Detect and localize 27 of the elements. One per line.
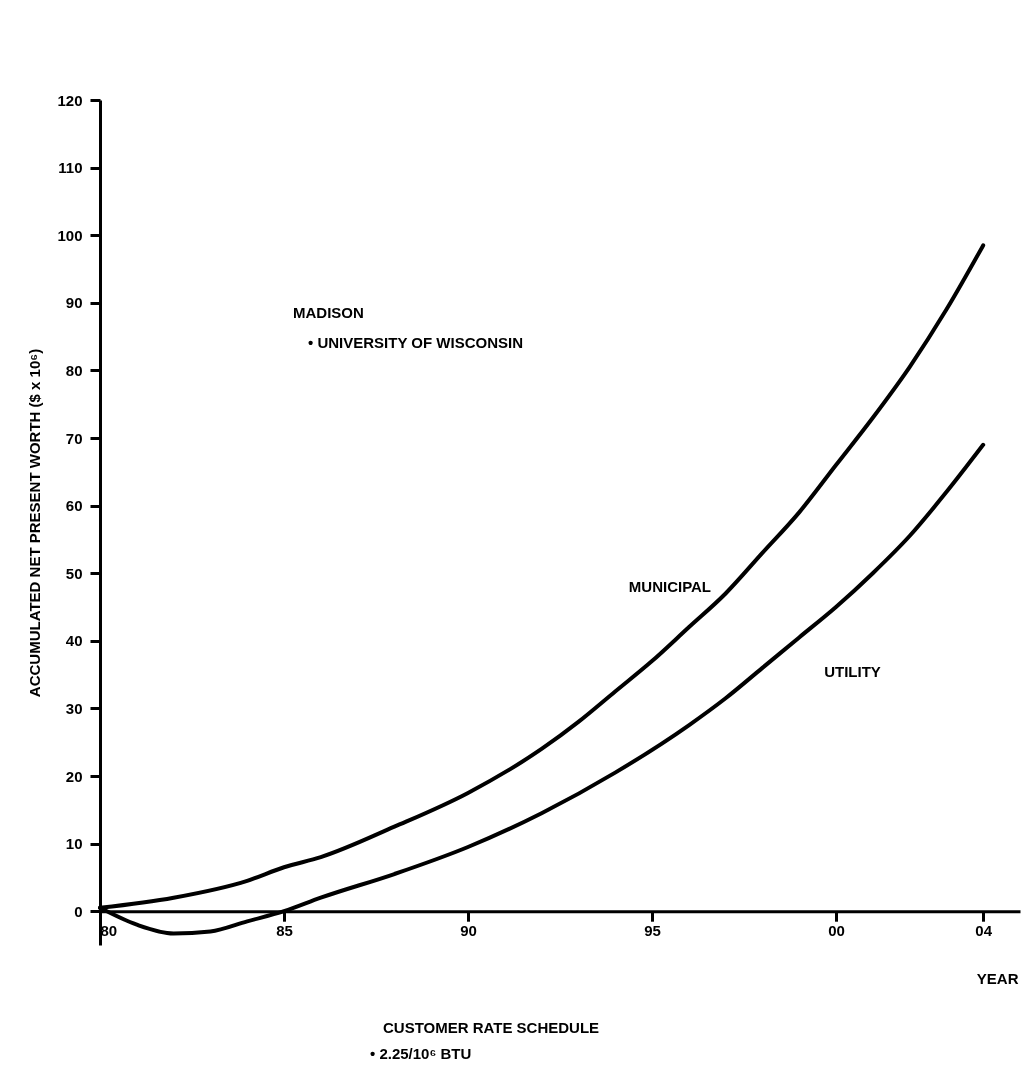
x-tick-label: 85 <box>276 921 293 939</box>
y-tick-label: 80 <box>65 361 83 379</box>
x-tick-label: 04 <box>975 921 993 939</box>
y-tick-label: 70 <box>65 429 83 447</box>
x-axis-title: YEAR <box>976 969 1019 987</box>
y-tick-label: 0 <box>74 902 83 920</box>
series-label: MUNICIPAL <box>628 578 712 596</box>
x-tick-label: 80 <box>100 921 118 939</box>
y-tick-label: 50 <box>65 564 83 582</box>
x-tick-label: 95 <box>644 921 661 939</box>
y-tick-label: 110 <box>58 159 83 177</box>
y-tick-label: 60 <box>65 497 83 515</box>
y-axis-title: ACCUMULATED NET PRESENT WORTH ($ x 10⁶) <box>26 348 44 698</box>
y-tick-label: 100 <box>57 226 83 244</box>
x-tick-label: 90 <box>460 921 477 939</box>
text: UTILITY <box>824 663 881 681</box>
text: CUSTOMER RATE SCHEDULE <box>383 1019 600 1036</box>
y-tick-label: 120 <box>57 91 83 109</box>
annotation: MADISON <box>293 304 364 321</box>
y-tick-label: 20 <box>65 767 83 785</box>
text: • 2.25/10⁶ BTU <box>370 1045 472 1062</box>
y-tick-label: 30 <box>65 699 83 717</box>
x-tick-label: 00 <box>828 921 845 939</box>
y-tick-label: 10 <box>65 835 83 853</box>
annotation: • UNIVERSITY OF WISCONSIN <box>308 334 523 351</box>
y-tick-label: 90 <box>65 294 83 312</box>
y-tick-label: 40 <box>65 632 83 650</box>
